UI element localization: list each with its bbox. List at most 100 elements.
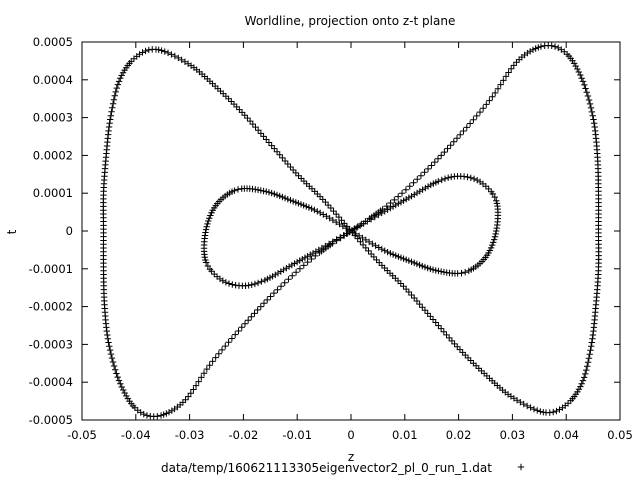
data-point — [228, 98, 235, 105]
data-point — [465, 267, 472, 275]
data-point — [113, 84, 120, 92]
data-point — [205, 217, 212, 225]
data-point — [402, 285, 410, 293]
data-point — [567, 397, 574, 404]
data-point — [324, 201, 332, 209]
data-point — [392, 252, 399, 259]
data-point — [251, 280, 259, 288]
data-point — [483, 101, 490, 108]
data-point — [307, 251, 314, 258]
data-point — [106, 346, 114, 354]
data-point — [582, 370, 589, 378]
data-point — [583, 88, 590, 96]
data-point — [454, 343, 461, 350]
data-point — [555, 44, 562, 52]
data-point — [276, 151, 283, 158]
data-point — [308, 205, 315, 212]
data-point — [119, 386, 127, 394]
data-point — [115, 377, 123, 384]
data-point — [387, 250, 394, 257]
x-tick-label: -0.01 — [282, 428, 312, 442]
data-point — [175, 54, 182, 62]
data-point — [445, 334, 453, 342]
data-point — [198, 374, 205, 381]
data-point — [578, 74, 585, 82]
data-point — [309, 249, 317, 257]
data-point — [440, 328, 448, 335]
data-point — [246, 117, 254, 125]
data-point — [432, 319, 439, 326]
data-point — [314, 208, 321, 215]
y-tick-label: 0.0003 — [33, 111, 73, 125]
data-point — [266, 274, 274, 281]
data-point — [435, 322, 442, 329]
data-point — [422, 184, 429, 192]
data-point — [365, 238, 373, 246]
data-point — [342, 224, 350, 232]
data-point — [470, 175, 478, 183]
y-tick-label: 0.0005 — [33, 35, 73, 49]
y-tick-label: -0.0003 — [29, 337, 73, 351]
data-point — [269, 273, 276, 280]
data-point — [362, 236, 370, 244]
data-point — [553, 407, 560, 415]
data-point — [316, 193, 324, 200]
data-point — [502, 73, 510, 80]
data-point — [187, 390, 195, 397]
data-point — [118, 72, 125, 79]
data-point — [225, 339, 232, 346]
data-point — [530, 405, 538, 413]
data-point — [312, 248, 320, 255]
data-point — [432, 267, 439, 274]
data-point — [292, 169, 300, 177]
data-point — [448, 337, 456, 345]
data-point — [267, 293, 274, 300]
data-point — [168, 407, 176, 414]
data-point — [411, 259, 418, 267]
data-point — [510, 62, 517, 69]
data-point — [532, 45, 539, 52]
data-point — [359, 234, 366, 242]
data-point — [106, 343, 113, 350]
data-point — [381, 264, 388, 272]
data-point — [489, 93, 496, 100]
data-point — [277, 268, 285, 275]
legend: data/temp/160621113305eigenvector2_pl_0_… — [161, 461, 525, 475]
data-point — [419, 186, 426, 193]
data-point — [375, 211, 382, 219]
data-point — [370, 253, 378, 261]
data-point — [330, 207, 337, 215]
data-point — [413, 260, 421, 268]
data-point — [491, 193, 498, 201]
x-tick-label: -0.02 — [229, 428, 259, 442]
data-point — [424, 165, 432, 173]
data-point — [244, 114, 251, 122]
data-point — [429, 266, 437, 273]
data-point — [357, 238, 364, 245]
data-point — [537, 408, 544, 415]
data-point — [577, 71, 584, 79]
data-point — [295, 172, 302, 179]
data-point — [241, 112, 248, 119]
y-tick-label: -0.0005 — [29, 413, 73, 427]
data-point — [383, 202, 390, 210]
data-point — [589, 335, 596, 342]
data-point — [355, 232, 363, 240]
data-point — [356, 222, 364, 229]
x-tick-label: 0 — [347, 428, 354, 442]
data-point — [421, 169, 428, 176]
data-point — [276, 192, 283, 200]
data-point — [218, 346, 226, 354]
data-point — [466, 120, 474, 127]
data-point — [257, 130, 265, 137]
data-point — [588, 108, 596, 116]
data-point — [326, 214, 333, 222]
data-point — [105, 339, 112, 346]
data-point — [479, 105, 487, 112]
data-point — [201, 254, 208, 261]
x-axis-label: z — [348, 450, 354, 464]
data-point — [258, 278, 265, 285]
data-point — [300, 177, 308, 185]
data-point — [584, 92, 592, 100]
data-point — [208, 268, 215, 275]
